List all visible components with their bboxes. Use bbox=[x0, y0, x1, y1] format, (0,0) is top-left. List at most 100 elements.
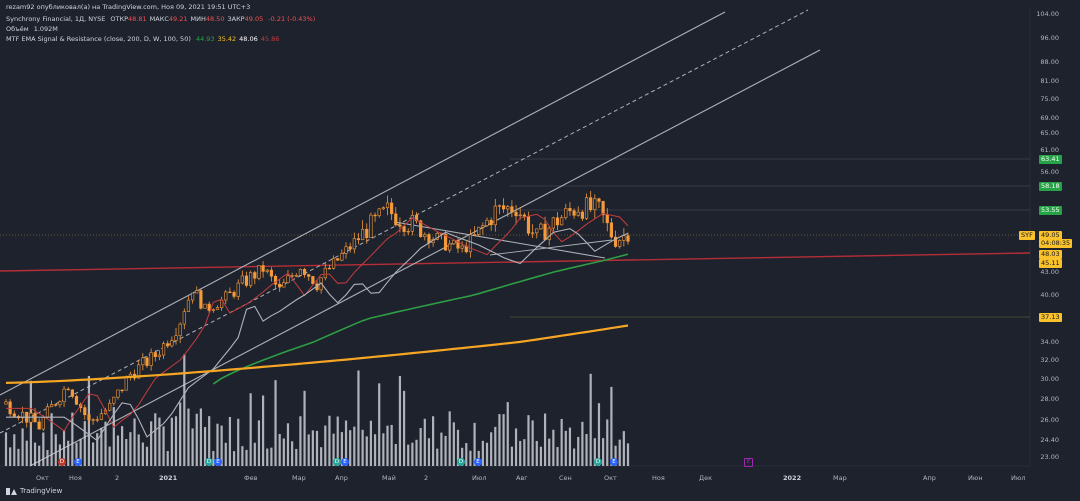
candle-body bbox=[273, 275, 278, 285]
price-tag: 45.11 bbox=[1039, 259, 1062, 268]
candle-body bbox=[497, 205, 502, 207]
candle-body bbox=[66, 388, 70, 391]
event-marker-e[interactable]: E bbox=[74, 458, 82, 466]
candle-body bbox=[257, 265, 261, 279]
volume-bar bbox=[170, 417, 173, 466]
candle-body bbox=[45, 406, 50, 418]
candle-body bbox=[618, 240, 622, 247]
volume-bar bbox=[199, 408, 202, 466]
candle-body bbox=[522, 214, 526, 217]
volume-bar bbox=[494, 426, 497, 466]
volume-bar bbox=[473, 422, 476, 466]
tradingview-logo-icon bbox=[6, 487, 17, 495]
candle-body bbox=[423, 234, 427, 238]
volume-bar bbox=[133, 418, 136, 466]
price-tag: 04:08:35 bbox=[1039, 239, 1073, 248]
event-marker-d[interactable]: D bbox=[594, 458, 602, 466]
candle-body bbox=[477, 226, 481, 235]
candle-body bbox=[485, 219, 489, 226]
volume-bar bbox=[232, 451, 236, 466]
candle-body bbox=[298, 269, 303, 276]
volume-bar bbox=[315, 430, 319, 466]
candle-body bbox=[249, 272, 253, 286]
candle-body bbox=[70, 389, 74, 397]
candle-body bbox=[348, 246, 352, 250]
candle-body bbox=[560, 217, 564, 226]
event-marker-e[interactable]: E bbox=[214, 458, 222, 466]
candle-body bbox=[518, 214, 522, 217]
candle-body bbox=[443, 233, 448, 251]
time-label: Сен bbox=[559, 474, 572, 482]
candle-body bbox=[452, 240, 456, 245]
candle-body bbox=[91, 419, 95, 421]
volume-bar bbox=[411, 442, 414, 466]
volume-bar bbox=[448, 411, 451, 466]
volume-bar bbox=[514, 428, 518, 466]
volume-bar bbox=[228, 416, 232, 466]
candle-body bbox=[8, 401, 12, 415]
candle-body bbox=[278, 283, 282, 288]
candle-body bbox=[344, 246, 348, 254]
event-marker-e[interactable]: E bbox=[610, 458, 618, 466]
price-label: 32.00 bbox=[1040, 356, 1059, 364]
event-marker-d[interactable]: D bbox=[205, 458, 213, 466]
publish-info: rezam92 опубликовал(а) на TradingView.co… bbox=[6, 3, 251, 11]
volume-bar bbox=[9, 447, 12, 466]
volume-bar bbox=[332, 433, 335, 466]
event-marker-e[interactable]: E bbox=[474, 458, 482, 466]
candle-body bbox=[50, 404, 54, 408]
event-marker-e[interactable]: E bbox=[744, 458, 753, 467]
volume-bar bbox=[174, 416, 178, 466]
candle-body bbox=[352, 238, 356, 250]
volume-bar bbox=[13, 434, 16, 466]
time-label: Мар bbox=[292, 474, 306, 482]
footer-brand: TradingView bbox=[20, 487, 63, 495]
event-marker-e[interactable]: E bbox=[341, 458, 349, 466]
volume-bar bbox=[427, 438, 431, 466]
event-marker-d[interactable]: D bbox=[58, 458, 66, 466]
volume-bar bbox=[108, 446, 111, 466]
candle-body bbox=[580, 211, 584, 219]
volume-bar bbox=[121, 426, 124, 466]
volume-bar bbox=[357, 370, 360, 466]
candle-body bbox=[593, 198, 597, 210]
indicator-info[interactable]: MTF EMA Signal & Resistance (close, 200,… bbox=[6, 35, 279, 43]
candle-body bbox=[605, 214, 609, 224]
candle-body bbox=[116, 389, 120, 398]
volume-bar bbox=[369, 420, 373, 466]
price-tag: 53.55 bbox=[1039, 206, 1062, 215]
volume-bar bbox=[390, 424, 393, 466]
candle-body bbox=[166, 343, 170, 347]
ohlc-закр: ЗАКР49.05 bbox=[227, 15, 263, 23]
event-marker-d[interactable]: D bbox=[457, 458, 465, 466]
candle-body bbox=[427, 234, 431, 244]
volume-bar bbox=[266, 448, 269, 466]
candle-body bbox=[228, 291, 232, 294]
candle-body bbox=[361, 228, 365, 241]
price-tag: 37.13 bbox=[1039, 313, 1062, 322]
candle-body bbox=[20, 411, 25, 419]
volume-bar bbox=[100, 427, 103, 466]
candle-body bbox=[323, 267, 327, 279]
time-label: 2 bbox=[424, 474, 429, 482]
event-marker-d[interactable]: D bbox=[333, 458, 341, 466]
candle-body bbox=[456, 240, 460, 249]
candle-body bbox=[112, 396, 116, 404]
candle-body bbox=[547, 227, 551, 240]
volume-bar bbox=[481, 440, 484, 466]
symbol-name: Synchrony Financial, 1Д, NYSE bbox=[6, 15, 106, 23]
candle-body bbox=[489, 219, 493, 226]
volume-bar bbox=[382, 433, 385, 466]
candle-body bbox=[402, 225, 406, 232]
candle-body bbox=[83, 407, 87, 416]
candle-body bbox=[331, 258, 336, 269]
volume-bar bbox=[150, 421, 153, 466]
indicator-value: 44.93 bbox=[195, 35, 215, 43]
ohlc-откр: ОТКР48.81 bbox=[110, 15, 146, 23]
candle-body bbox=[460, 245, 464, 249]
price-tag: 63.41 bbox=[1039, 155, 1062, 164]
candle-body bbox=[265, 269, 269, 272]
volume-bar bbox=[353, 426, 356, 466]
candle-body bbox=[506, 206, 510, 210]
